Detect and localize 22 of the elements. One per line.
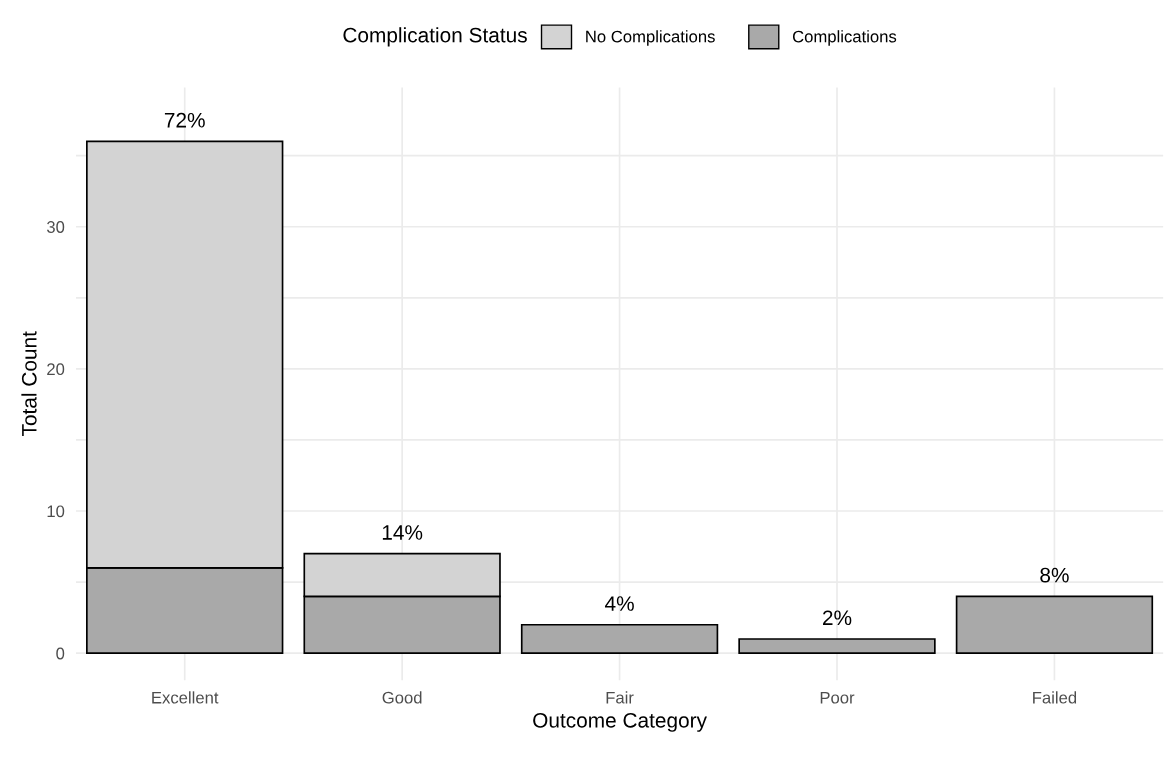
y-axis-title: Total Count	[21, 331, 37, 437]
annotation: 2%	[823, 610, 852, 626]
y-tick-label: 0	[56, 647, 65, 660]
legend-label: No Complications	[586, 30, 715, 46]
annotation: 4%	[604, 596, 634, 611]
x-tick-label: Excellent	[152, 691, 219, 704]
legend-title: Complication Status	[343, 27, 527, 47]
annotation: 8%	[1040, 567, 1069, 583]
x-tick-label: Good	[382, 691, 422, 704]
bar	[955, 595, 1154, 655]
x-tick-label: Fair	[606, 691, 634, 704]
bar	[738, 638, 936, 655]
annotation: 72%	[164, 112, 205, 128]
y-tick-label: 20	[47, 363, 65, 376]
legend-label: Complications	[792, 30, 897, 46]
x-axis-title: Outcome Category	[533, 712, 707, 732]
annotation: 14%	[382, 525, 423, 540]
x-tick-label: Poor	[820, 691, 855, 704]
y-tick-label: 10	[47, 505, 65, 518]
x-tick-label: Failed	[1033, 691, 1077, 704]
bar	[520, 623, 719, 655]
y-tick-label: 30	[46, 221, 65, 233]
